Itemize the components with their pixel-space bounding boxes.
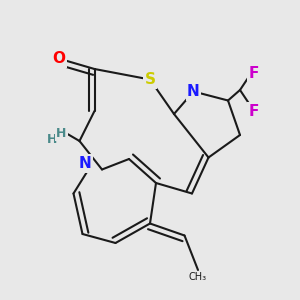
Text: S: S	[145, 72, 155, 87]
Text: F: F	[248, 66, 259, 81]
Text: O: O	[52, 51, 65, 66]
Text: H: H	[47, 133, 58, 146]
Text: F: F	[248, 103, 259, 118]
Text: H: H	[56, 127, 67, 140]
Text: CH₃: CH₃	[189, 272, 207, 283]
Text: N: N	[79, 156, 92, 171]
Text: N: N	[187, 84, 200, 99]
